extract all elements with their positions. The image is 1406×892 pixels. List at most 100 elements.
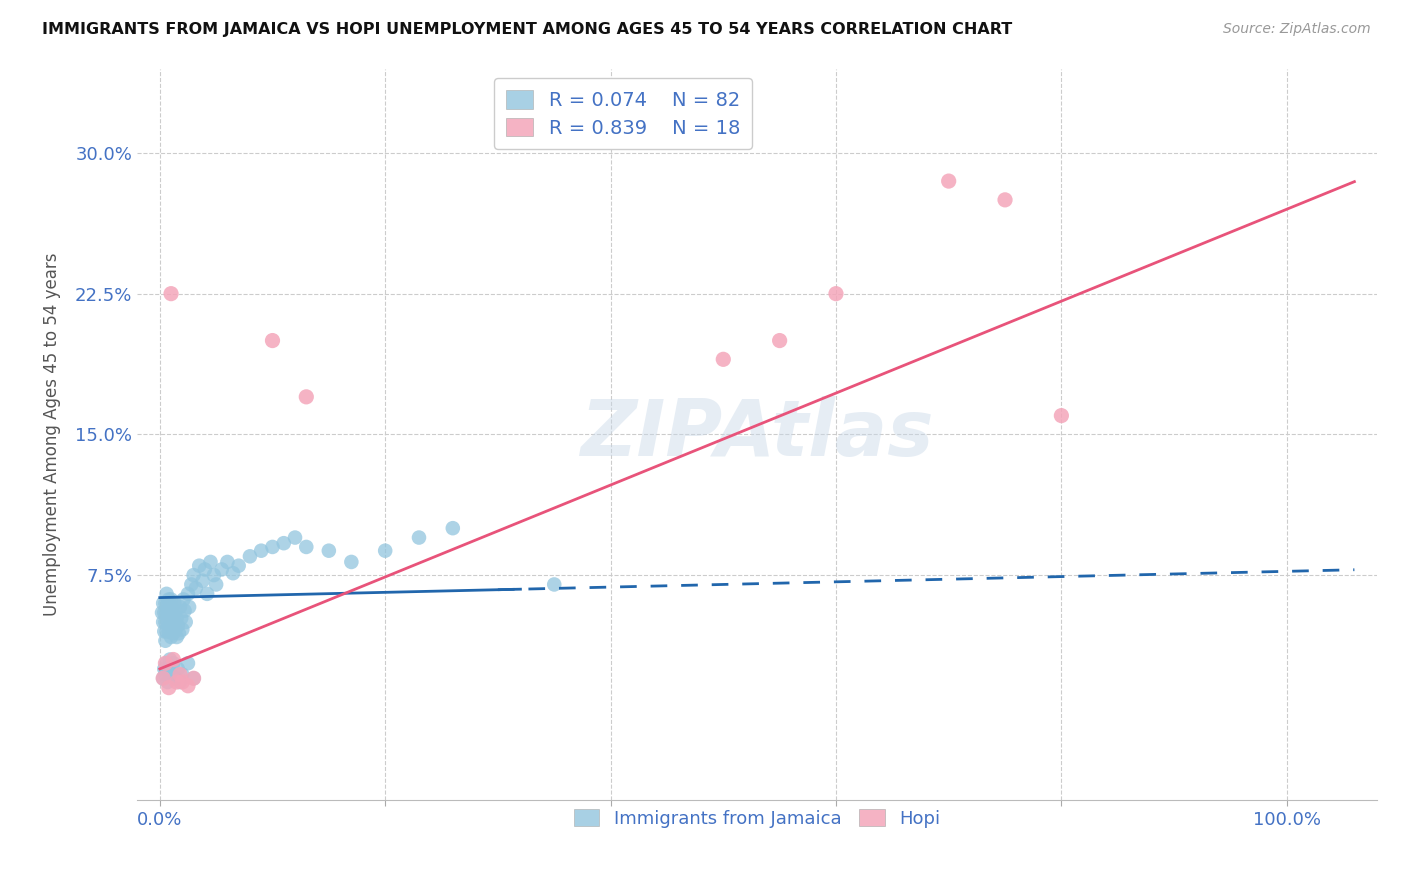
Point — [318, 543, 340, 558]
Point — [156, 675, 179, 690]
Point — [543, 577, 565, 591]
Point — [152, 615, 174, 629]
Point — [250, 543, 273, 558]
Point — [340, 555, 363, 569]
Point — [1050, 409, 1073, 423]
Point — [177, 587, 200, 601]
Legend: Immigrants from Jamaica, Hopi: Immigrants from Jamaica, Hopi — [567, 802, 948, 835]
Point — [166, 662, 188, 676]
Point — [172, 667, 194, 681]
Point — [155, 624, 177, 639]
Text: IMMIGRANTS FROM JAMAICA VS HOPI UNEMPLOYMENT AMONG AGES 45 TO 54 YEARS CORRELATI: IMMIGRANTS FROM JAMAICA VS HOPI UNEMPLOY… — [42, 22, 1012, 37]
Point — [166, 675, 188, 690]
Point — [166, 630, 188, 644]
Point — [160, 618, 183, 632]
Point — [177, 657, 200, 671]
Point — [938, 174, 960, 188]
Point — [177, 599, 200, 614]
Point — [183, 671, 205, 685]
Point — [157, 662, 180, 676]
Point — [200, 555, 222, 569]
Point — [156, 596, 179, 610]
Point — [166, 618, 188, 632]
Point — [169, 667, 191, 681]
Point — [156, 615, 179, 629]
Point — [166, 611, 188, 625]
Point — [262, 334, 284, 348]
Point — [825, 286, 848, 301]
Point — [157, 624, 180, 639]
Point — [202, 568, 225, 582]
Point — [170, 611, 193, 625]
Point — [153, 624, 176, 639]
Point — [228, 558, 250, 573]
Point — [191, 574, 214, 588]
Text: Source: ZipAtlas.com: Source: ZipAtlas.com — [1223, 22, 1371, 37]
Point — [408, 531, 430, 545]
Point — [295, 390, 318, 404]
Point — [159, 599, 181, 614]
Point — [994, 193, 1017, 207]
Point — [273, 536, 295, 550]
Point — [153, 662, 176, 676]
Point — [172, 675, 194, 690]
Point — [162, 626, 184, 640]
Point — [284, 531, 307, 545]
Point — [180, 577, 202, 591]
Point — [155, 606, 177, 620]
Point — [262, 540, 284, 554]
Point — [184, 581, 207, 595]
Point — [160, 599, 183, 614]
Point — [160, 611, 183, 625]
Point — [155, 596, 177, 610]
Point — [183, 671, 205, 685]
Point — [374, 543, 396, 558]
Point — [295, 540, 318, 554]
Point — [167, 626, 190, 640]
Point — [152, 671, 174, 685]
Point — [239, 549, 262, 564]
Point — [211, 562, 233, 576]
Point — [159, 618, 181, 632]
Point — [150, 606, 173, 620]
Point — [155, 615, 177, 629]
Point — [157, 592, 180, 607]
Point — [172, 592, 194, 607]
Point — [174, 615, 197, 629]
Point — [160, 667, 183, 681]
Point — [173, 604, 195, 618]
Point — [162, 657, 184, 671]
Point — [163, 596, 186, 610]
Point — [172, 623, 194, 637]
Point — [188, 558, 211, 573]
Point — [165, 604, 187, 618]
Point — [160, 630, 183, 644]
Point — [155, 657, 177, 671]
Point — [152, 671, 174, 685]
Point — [169, 675, 191, 690]
Point — [160, 286, 183, 301]
Point — [155, 657, 177, 671]
Point — [177, 679, 200, 693]
Point — [152, 596, 174, 610]
Text: ZIPAtlas: ZIPAtlas — [581, 396, 934, 473]
Point — [155, 633, 177, 648]
Point — [153, 606, 176, 620]
Point — [160, 592, 183, 607]
Point — [155, 587, 177, 601]
Y-axis label: Unemployment Among Ages 45 to 54 years: Unemployment Among Ages 45 to 54 years — [44, 252, 60, 616]
Point — [205, 577, 228, 591]
Point — [165, 671, 187, 685]
Point — [195, 587, 218, 601]
Point — [157, 681, 180, 695]
Point — [162, 607, 184, 622]
Point — [441, 521, 464, 535]
Point — [163, 615, 186, 629]
Point — [194, 562, 217, 576]
Point — [165, 623, 187, 637]
Point — [711, 352, 734, 367]
Point — [222, 566, 245, 581]
Point — [169, 599, 191, 614]
Point — [157, 606, 180, 620]
Point — [162, 652, 184, 666]
